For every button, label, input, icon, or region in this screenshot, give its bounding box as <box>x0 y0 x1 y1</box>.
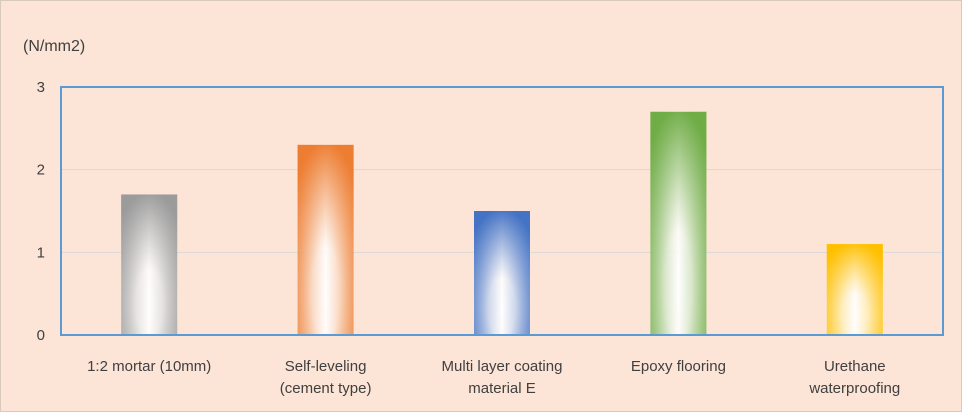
x-tick-label: Urethane waterproofing <box>808 358 900 397</box>
y-tick-label: 2 <box>37 162 45 179</box>
bar-5 <box>826 244 883 335</box>
bar-shade <box>297 144 354 335</box>
bar-shade <box>826 244 883 335</box>
bar-shade <box>474 211 530 335</box>
x-tick-label: Epoxy flooring <box>631 358 726 375</box>
x-tick-label: Self-leveling (cement type) <box>280 358 372 397</box>
bar-4 <box>650 111 707 335</box>
bar-shade <box>121 194 178 335</box>
plot-area-border <box>60 86 944 336</box>
x-axis-ticks: 1:2 mortar (10mm) Self-leveling (cement ty… <box>87 358 900 397</box>
y-tick-label: 0 <box>37 327 45 344</box>
y-tick-label: 1 <box>37 244 45 261</box>
bars <box>121 111 883 335</box>
bar-shade <box>650 111 707 335</box>
y-unit-label: (N/mm2) <box>23 38 85 55</box>
y-tick-label: 3 <box>37 79 45 96</box>
bar-1 <box>121 194 178 335</box>
bar-2 <box>297 144 354 335</box>
bar-3 <box>474 211 530 335</box>
y-axis-ticks: 0 1 2 3 <box>37 79 45 344</box>
x-tick-label: 1:2 mortar (10mm) <box>87 358 211 375</box>
x-tick-label: Multi layer coating material E <box>442 358 563 397</box>
